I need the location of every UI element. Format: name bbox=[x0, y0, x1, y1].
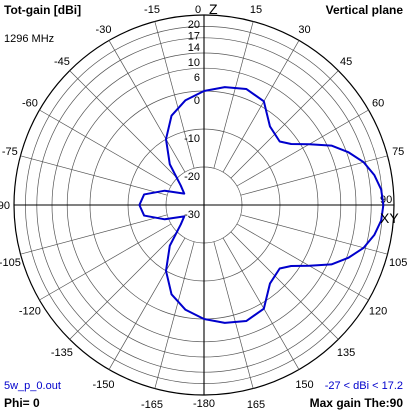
radial-tick-label: 6 bbox=[194, 72, 200, 84]
frequency-label: 1296 MHz bbox=[4, 33, 55, 45]
grid-spoke bbox=[154, 241, 195, 389]
angle-tick-label: -30 bbox=[96, 24, 112, 36]
angle-tick-label: 45 bbox=[340, 56, 352, 68]
xy-axis-label: XY bbox=[380, 210, 399, 226]
angular-grid-spokes bbox=[14, 15, 394, 395]
grid-spoke bbox=[39, 109, 172, 187]
plane-label: Vertical plane bbox=[325, 3, 403, 17]
z-axis-label: Z bbox=[209, 1, 218, 17]
radial-tick-label: 20 bbox=[188, 19, 200, 31]
angle-tick-labels: 0 153045607590105120135150165-180-165-150… bbox=[0, 4, 407, 410]
angle-tick-label: -90 bbox=[0, 200, 10, 212]
chart-title: Tot-gain [dBi] bbox=[4, 3, 82, 17]
radial-tick-label: -10 bbox=[184, 133, 200, 145]
grid-spoke bbox=[240, 155, 388, 196]
angle-tick-label: 105 bbox=[389, 257, 407, 269]
angle-tick-label: 120 bbox=[369, 306, 387, 318]
grid-spoke bbox=[240, 214, 388, 255]
angle-tick-label: -60 bbox=[22, 98, 38, 110]
gain-pattern-line bbox=[138, 86, 385, 324]
grid-spoke bbox=[213, 241, 254, 389]
radial-tick-label: -30 bbox=[184, 209, 200, 221]
angle-tick-label: -150 bbox=[92, 379, 114, 391]
grid-spoke bbox=[69, 231, 178, 340]
series-layer bbox=[138, 86, 385, 324]
radial-tick-label: 17 bbox=[188, 30, 200, 42]
grid-spoke bbox=[213, 21, 254, 169]
angle-tick-label: -165 bbox=[141, 399, 163, 410]
grid-spoke bbox=[222, 237, 300, 370]
grid-spoke bbox=[39, 223, 172, 301]
radial-tick-label: 0 bbox=[194, 95, 200, 107]
angle-tick-label: -45 bbox=[54, 56, 70, 68]
angle-tick-label: 75 bbox=[392, 146, 404, 158]
grid-spoke bbox=[230, 70, 339, 179]
max-gain-label: Max gain The:90 bbox=[309, 396, 403, 410]
angle-tick-label: 150 bbox=[295, 379, 313, 391]
angle-tick-label: 15 bbox=[250, 4, 262, 16]
angle-tick-label: 0 bbox=[195, 4, 201, 16]
angle-tick-label: 165 bbox=[247, 399, 265, 410]
angle-tick-label: -135 bbox=[51, 347, 73, 359]
angle-tick-label: 30 bbox=[298, 24, 310, 36]
phi-label: Phi= 0 bbox=[4, 396, 40, 410]
grid-spoke bbox=[20, 155, 168, 196]
grid-spoke bbox=[222, 40, 300, 173]
angle-tick-label: -15 bbox=[144, 4, 160, 16]
gain-range: -27 < dBi < 17.2 bbox=[324, 380, 403, 392]
grid-spoke bbox=[230, 231, 339, 340]
grid-spoke bbox=[108, 40, 186, 173]
grid-spoke bbox=[20, 214, 168, 255]
grid-spoke bbox=[236, 109, 369, 187]
radial-tick-label: 14 bbox=[188, 42, 200, 54]
radial-tick-label: 10 bbox=[188, 57, 200, 69]
grid-spoke bbox=[236, 223, 369, 301]
angle-tick-label: -180 bbox=[193, 398, 215, 410]
angle-tick-label: -75 bbox=[2, 146, 18, 158]
radial-tick-label: -20 bbox=[184, 171, 200, 183]
angle-tick-label: -120 bbox=[19, 306, 41, 318]
angle-tick-label: 60 bbox=[372, 98, 384, 110]
file-name: 5w_p_0.out bbox=[4, 380, 61, 392]
grid-spoke bbox=[154, 21, 195, 169]
angle-tick-label: -105 bbox=[0, 257, 21, 269]
grid-spoke bbox=[69, 70, 178, 179]
grid-spoke bbox=[108, 237, 186, 370]
angle-tick-label: 135 bbox=[337, 347, 355, 359]
